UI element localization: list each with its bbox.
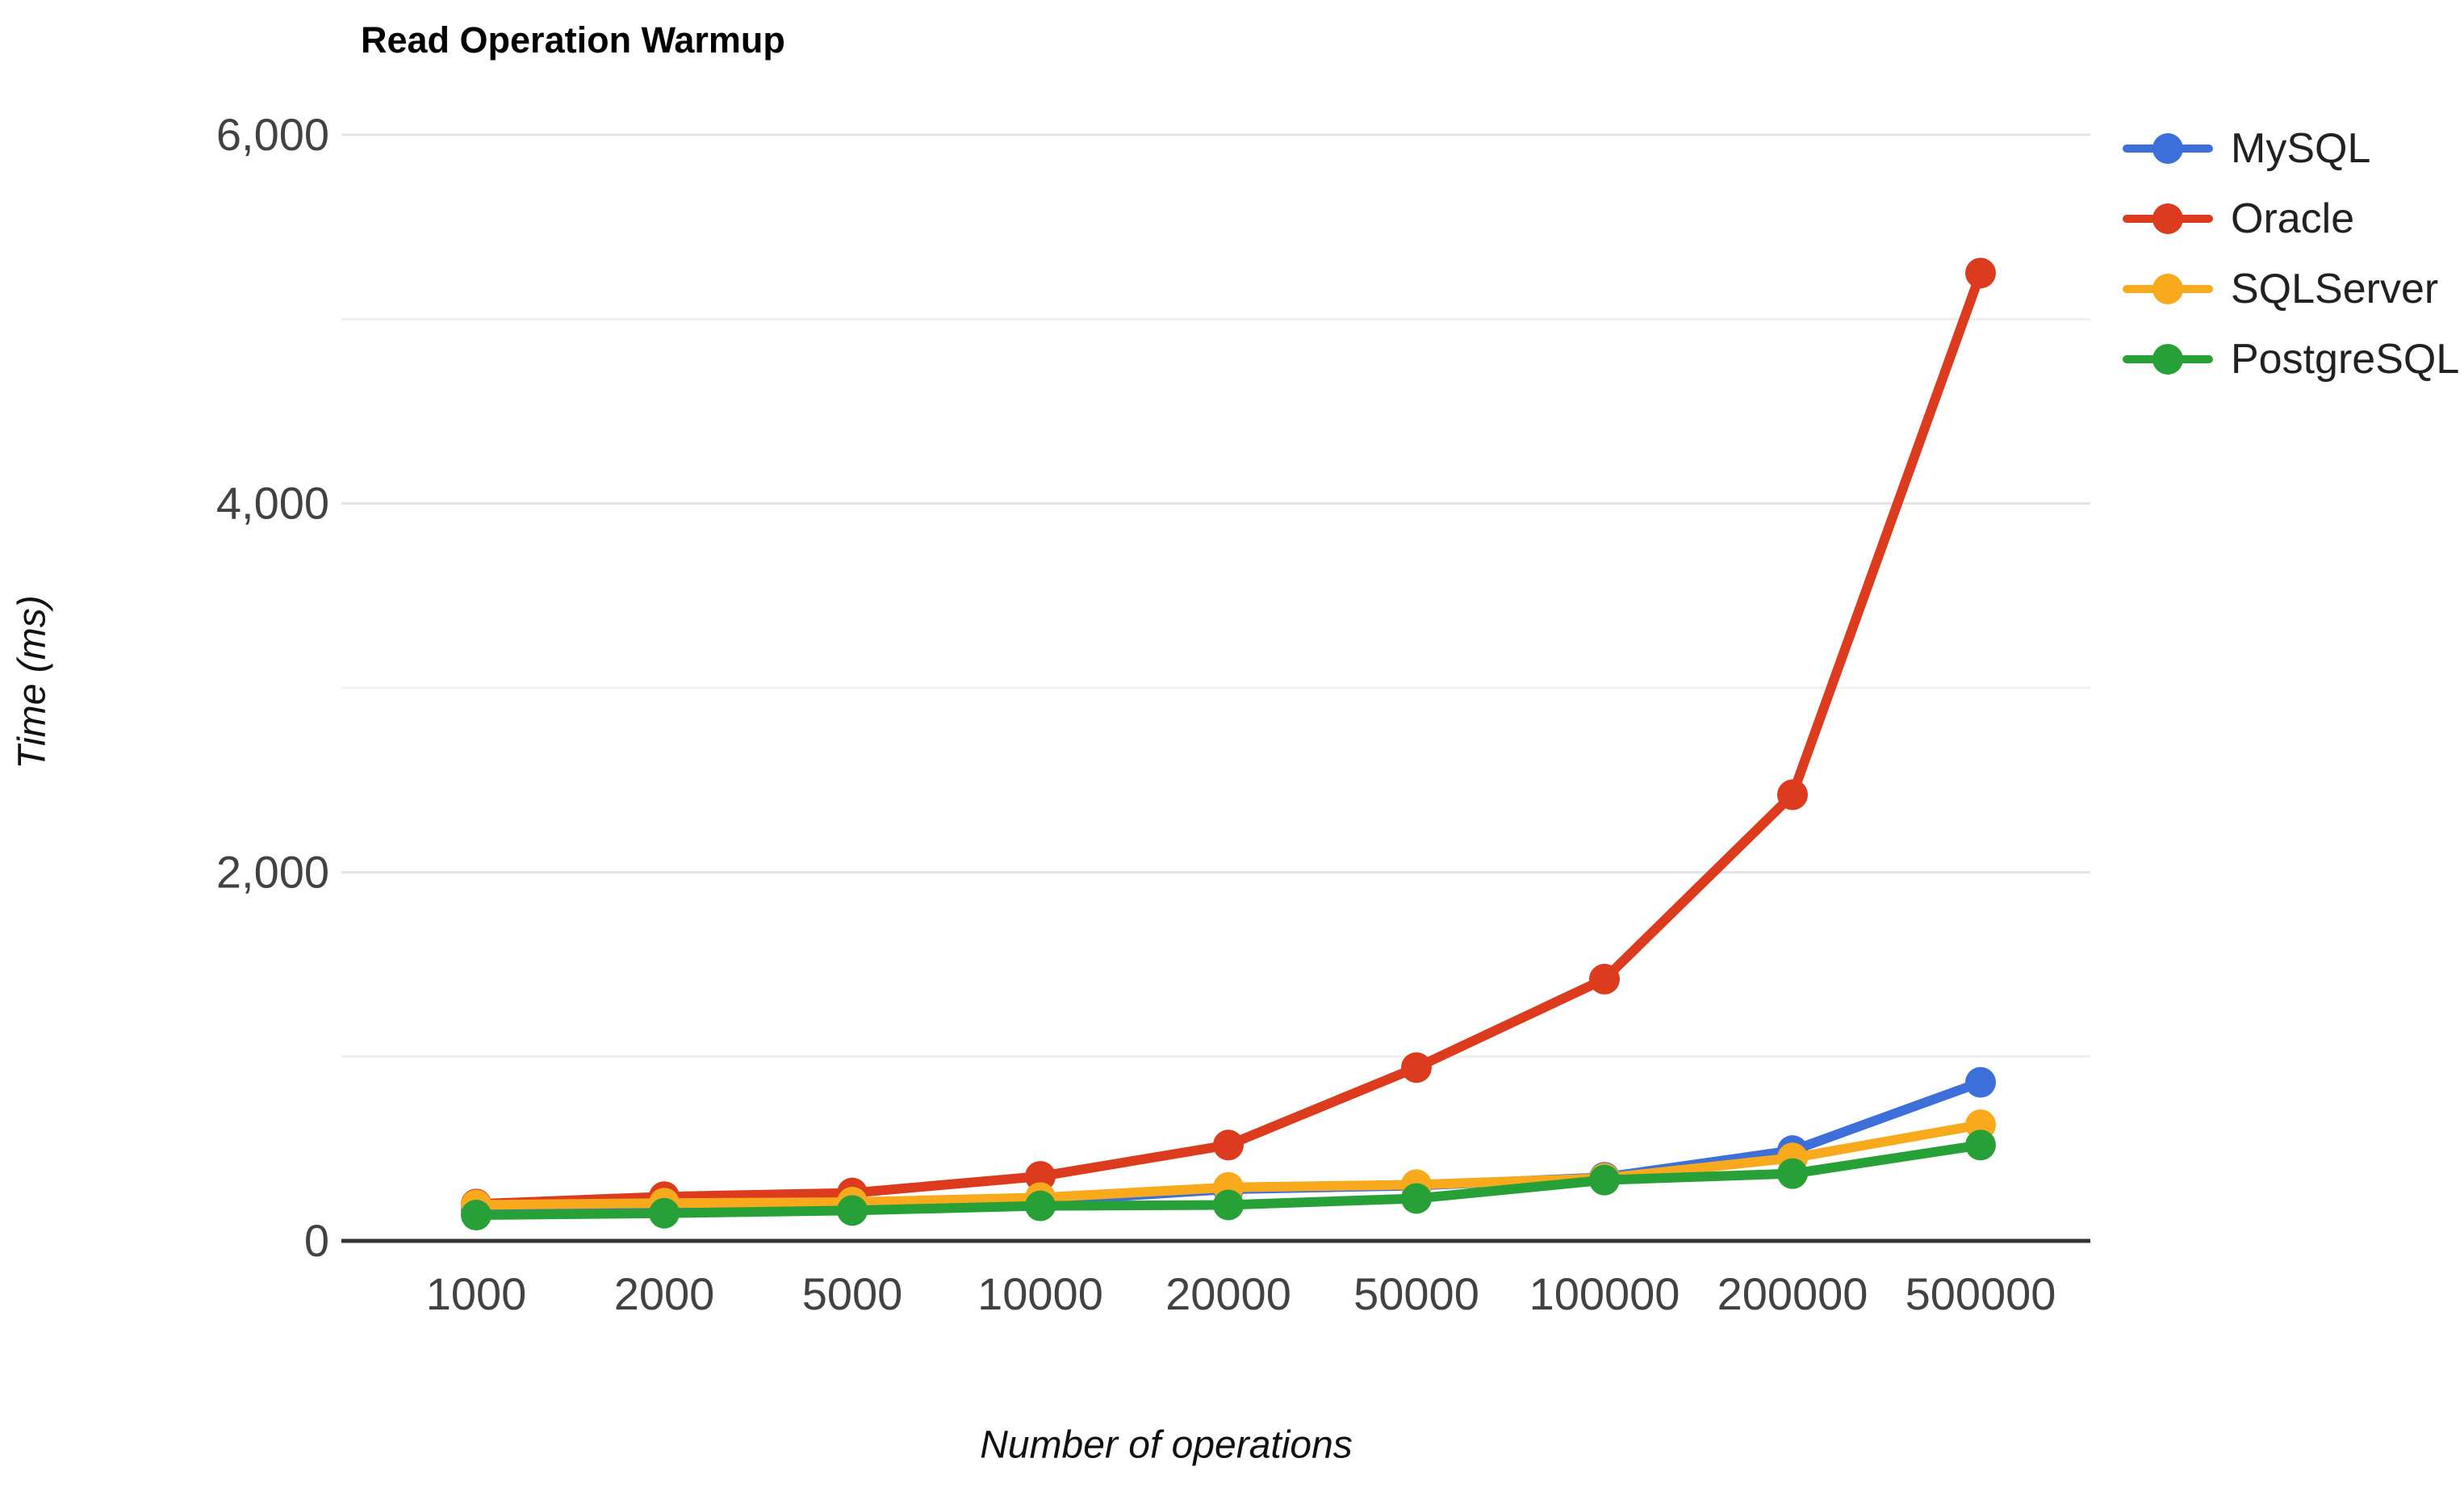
data-point-oracle-10000[interactable] [1025,1161,1056,1192]
data-point-mysql-500000[interactable] [1965,1066,1996,1098]
legend-dot-postgresql [2152,344,2183,375]
x-tick-label-5000: 5000 [802,1268,903,1319]
legend-marker-oracle [2123,203,2213,234]
data-point-postgresql-2000[interactable] [649,1197,680,1229]
legend-dot-mysql [2152,133,2183,164]
x-axis-title: Number of operations [980,1423,1353,1467]
legend-marker-mysql [2123,133,2213,164]
x-tick-label-1000: 1000 [426,1268,527,1319]
legend-label-postgresql: PostgreSQL [2231,336,2460,383]
legend-marker-sqlserver [2123,274,2213,304]
x-tick-label-500000: 500000 [1906,1268,2056,1319]
data-point-postgresql-200000[interactable] [1777,1158,1808,1189]
y-tick-label-6000: 6,000 [216,109,329,160]
legend-item-mysql: MySQL [2123,125,2459,172]
data-point-postgresql-1000[interactable] [461,1200,492,1231]
data-point-postgresql-5000[interactable] [837,1195,868,1226]
y-tick-label-4000: 4,000 [216,478,329,529]
x-tick-label-200000: 200000 [1717,1268,1868,1319]
data-point-postgresql-50000[interactable] [1401,1183,1432,1214]
data-point-postgresql-500000[interactable] [1965,1129,1996,1161]
x-tick-label-10000: 10000 [977,1268,1103,1319]
data-point-oracle-20000[interactable] [1213,1129,1244,1161]
legend-dot-sqlserver [2152,274,2183,304]
data-point-oracle-200000[interactable] [1777,779,1808,811]
legend-label-oracle: Oracle [2231,195,2355,242]
x-tick-label-100000: 100000 [1529,1268,1680,1319]
legend-marker-postgresql [2123,344,2213,375]
legend-label-sqlserver: SQLServer [2231,266,2439,312]
chart-title: Read Operation Warmup [361,19,785,61]
data-point-oracle-100000[interactable] [1589,963,1620,995]
data-point-oracle-50000[interactable] [1401,1052,1432,1083]
legend: MySQL Oracle SQLServer PostgreSQL [2123,125,2460,409]
legend-item-postgresql: PostgreSQL [2123,336,2460,383]
data-point-oracle-500000[interactable] [1965,258,1996,289]
x-tick-label-2000: 2000 [614,1268,715,1319]
legend-item-oracle: Oracle [2123,195,2459,242]
y-tick-label-0: 0 [304,1215,329,1266]
legend-dot-oracle [2152,203,2183,234]
data-point-postgresql-10000[interactable] [1025,1190,1056,1222]
data-point-postgresql-100000[interactable] [1589,1164,1620,1196]
y-tick-label-2000: 2,000 [216,846,329,897]
data-point-postgresql-20000[interactable] [1213,1189,1244,1221]
x-tick-label-20000: 20000 [1165,1268,1291,1319]
y-axis-title: Time (ms) [10,595,54,769]
series-line-oracle [471,268,1985,1209]
legend-label-mysql: MySQL [2231,125,2371,172]
legend-item-sqlserver: SQLServer [2123,266,2459,312]
x-tick-label-50000: 50000 [1353,1268,1479,1319]
